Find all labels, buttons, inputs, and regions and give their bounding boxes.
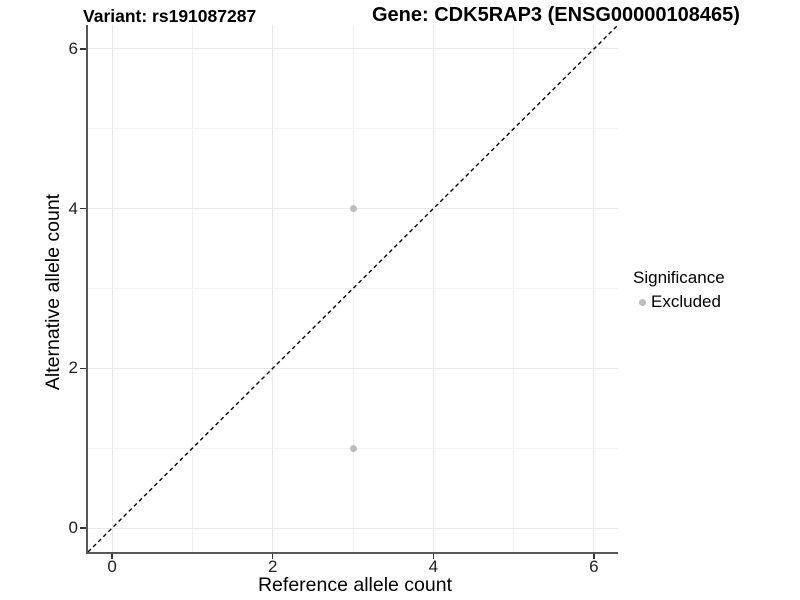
data-point — [349, 205, 357, 213]
data-point — [349, 444, 357, 452]
x-tick-mark — [432, 554, 435, 559]
legend-item-label: Excluded — [651, 292, 721, 311]
x-axis-line — [86, 552, 618, 554]
y-tick-label: 4 — [68, 198, 78, 218]
x-tick-mark — [593, 554, 595, 559]
identity-line-layer — [88, 25, 618, 552]
legend-key-dot-icon — [639, 298, 646, 306]
major-gridline-x — [593, 25, 595, 552]
y-tick-mark — [80, 367, 86, 370]
y-tick-label: 0 — [68, 518, 78, 538]
major-gridline-x — [432, 25, 434, 552]
y-axis-title: Alternative allele count — [42, 193, 64, 391]
x-tick-mark — [271, 554, 274, 559]
major-gridline-x — [111, 25, 113, 552]
legend: Significance Excluded — [633, 268, 725, 312]
major-gridline-x — [272, 25, 274, 552]
identity-dashed-line — [88, 25, 618, 552]
major-gridline-y — [88, 367, 618, 369]
y-tick-mark — [80, 527, 86, 529]
x-tick-label: 4 — [428, 557, 439, 576]
x-tick-mark — [111, 554, 113, 559]
legend-item-excluded: Excluded — [633, 292, 725, 312]
major-gridline-y — [88, 48, 618, 50]
x-tick-label: 6 — [589, 557, 599, 576]
legend-title: Significance — [633, 268, 725, 287]
minor-gridline-y — [88, 128, 618, 130]
x-axis-title: Reference allele count — [257, 574, 453, 596]
y-tick-label: 2 — [68, 358, 78, 378]
y-axis-line — [86, 25, 88, 554]
x-tick-label: 0 — [107, 557, 117, 576]
y-tick-mark — [80, 207, 86, 210]
x-tick-label: 2 — [267, 557, 278, 576]
y-tick-mark — [80, 48, 86, 50]
y-tick-label: 6 — [68, 38, 78, 58]
major-gridline-y — [88, 527, 618, 529]
plot-title-variant: Variant: rs191087287 — [83, 6, 257, 26]
plot-title-gene: Gene: CDK5RAP3 (ENSG00000108465) — [372, 4, 740, 26]
minor-gridline-y — [88, 288, 618, 289]
plot-panel — [88, 25, 618, 552]
